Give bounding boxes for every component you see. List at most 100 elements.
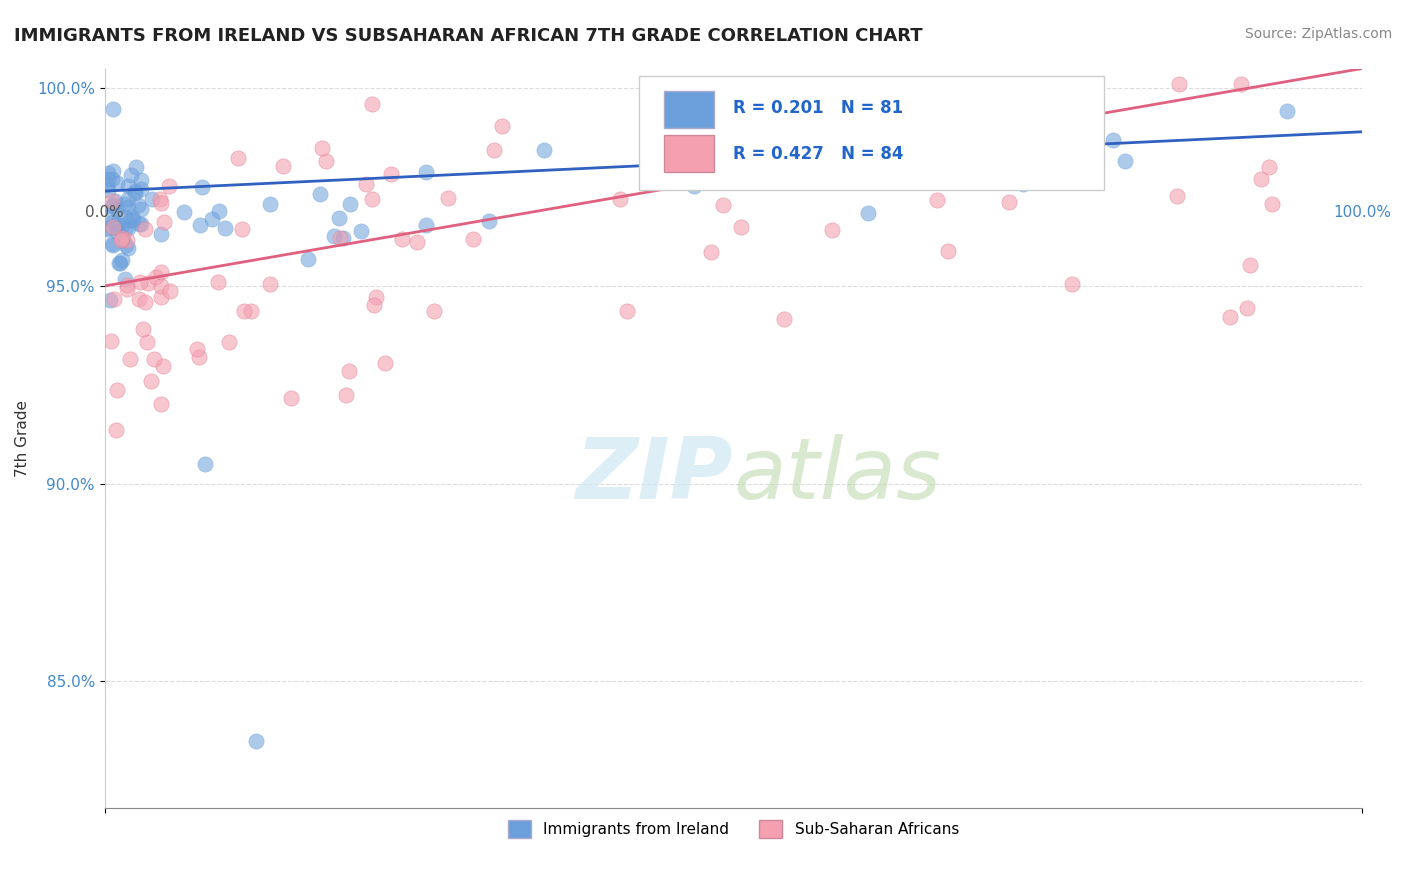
Immigrants from Ireland <box>105 221 128 235</box>
Immigrants from Ireland <box>350 224 373 238</box>
Sub-Saharan Africans <box>149 279 172 293</box>
Sub-Saharan Africans <box>616 303 638 318</box>
Immigrants from Ireland <box>339 197 361 211</box>
Sub-Saharan Africans <box>711 197 734 211</box>
Sub-Saharan Africans <box>129 275 152 289</box>
Immigrants from Ireland <box>101 238 124 252</box>
Immigrants from Ireland <box>117 179 139 194</box>
Sub-Saharan Africans <box>139 374 162 388</box>
Immigrants from Ireland <box>105 202 128 216</box>
Sub-Saharan Africans <box>145 269 167 284</box>
Sub-Saharan Africans <box>132 322 155 336</box>
Immigrants from Ireland <box>297 252 319 266</box>
Sub-Saharan Africans <box>463 232 485 246</box>
Immigrants from Ireland <box>114 210 136 224</box>
Immigrants from Ireland <box>150 227 173 241</box>
Y-axis label: 7th Grade: 7th Grade <box>15 400 30 476</box>
Sub-Saharan Africans <box>159 284 181 298</box>
Sub-Saharan Africans <box>925 193 948 207</box>
Sub-Saharan Africans <box>1236 301 1258 316</box>
Sub-Saharan Africans <box>406 235 429 249</box>
Sub-Saharan Africans <box>786 153 808 168</box>
Immigrants from Ireland <box>127 198 149 212</box>
Sub-Saharan Africans <box>361 96 384 111</box>
Immigrants from Ireland <box>112 197 135 211</box>
Sub-Saharan Africans <box>1258 160 1281 174</box>
Immigrants from Ireland <box>117 192 139 206</box>
Sub-Saharan Africans <box>143 352 166 367</box>
FancyBboxPatch shape <box>640 76 1104 191</box>
Immigrants from Ireland <box>191 180 214 194</box>
Sub-Saharan Africans <box>110 233 132 247</box>
Sub-Saharan Africans <box>1219 310 1241 325</box>
Sub-Saharan Africans <box>1039 97 1062 112</box>
Immigrants from Ireland <box>124 186 146 201</box>
Sub-Saharan Africans <box>998 194 1021 209</box>
Sub-Saharan Africans <box>936 244 959 259</box>
Sub-Saharan Africans <box>128 292 150 306</box>
Sub-Saharan Africans <box>363 298 385 312</box>
Immigrants from Ireland <box>108 256 131 270</box>
Immigrants from Ireland <box>120 213 142 227</box>
Sub-Saharan Africans <box>100 334 122 349</box>
Immigrants from Ireland <box>100 171 122 186</box>
Immigrants from Ireland <box>120 168 142 182</box>
Immigrants from Ireland <box>173 205 195 219</box>
Sub-Saharan Africans <box>157 178 180 193</box>
Text: atlas: atlas <box>734 434 942 516</box>
Immigrants from Ireland <box>128 217 150 231</box>
Text: IMMIGRANTS FROM IRELAND VS SUBSAHARAN AFRICAN 7TH GRADE CORRELATION CHART: IMMIGRANTS FROM IRELAND VS SUBSAHARAN AF… <box>14 27 922 45</box>
Immigrants from Ireland <box>111 218 134 232</box>
Immigrants from Ireland <box>322 228 344 243</box>
Immigrants from Ireland <box>129 172 152 186</box>
Sub-Saharan Africans <box>491 119 513 133</box>
Immigrants from Ireland <box>97 166 120 180</box>
Sub-Saharan Africans <box>423 304 446 318</box>
Immigrants from Ireland <box>105 217 128 231</box>
Sub-Saharan Africans <box>100 194 122 208</box>
Immigrants from Ireland <box>683 178 706 193</box>
Sub-Saharan Africans <box>1239 258 1261 272</box>
Sub-Saharan Africans <box>118 351 141 366</box>
Sub-Saharan Africans <box>1062 277 1084 292</box>
Text: ZIP: ZIP <box>575 434 734 516</box>
Sub-Saharan Africans <box>101 220 124 235</box>
Sub-Saharan Africans <box>1250 172 1272 186</box>
Bar <box>664 91 714 128</box>
Immigrants from Ireland <box>1101 133 1123 147</box>
Sub-Saharan Africans <box>1166 188 1188 202</box>
Sub-Saharan Africans <box>231 222 253 236</box>
Sub-Saharan Africans <box>1229 78 1251 92</box>
Sub-Saharan Africans <box>329 231 352 245</box>
Sub-Saharan Africans <box>150 265 173 279</box>
Immigrants from Ireland <box>117 221 139 235</box>
Text: Source: ZipAtlas.com: Source: ZipAtlas.com <box>1244 27 1392 41</box>
Immigrants from Ireland <box>114 221 136 235</box>
Sub-Saharan Africans <box>150 196 173 211</box>
Immigrants from Ireland <box>100 208 122 222</box>
Sub-Saharan Africans <box>138 276 160 290</box>
Immigrants from Ireland <box>97 183 120 197</box>
Sub-Saharan Africans <box>374 355 396 369</box>
Sub-Saharan Africans <box>1261 196 1284 211</box>
Immigrants from Ireland <box>117 241 139 255</box>
Text: R = 0.427   N = 84: R = 0.427 N = 84 <box>734 145 904 162</box>
Immigrants from Ireland <box>96 221 118 235</box>
Sub-Saharan Africans <box>117 282 139 296</box>
Sub-Saharan Africans <box>337 363 360 377</box>
Sub-Saharan Africans <box>280 391 302 405</box>
Immigrants from Ireland <box>194 457 217 471</box>
Sub-Saharan Africans <box>239 304 262 318</box>
Immigrants from Ireland <box>105 226 128 240</box>
Immigrants from Ireland <box>121 211 143 225</box>
Immigrants from Ireland <box>1114 154 1136 169</box>
Immigrants from Ireland <box>104 194 127 209</box>
Immigrants from Ireland <box>125 161 148 175</box>
Sub-Saharan Africans <box>437 191 460 205</box>
Immigrants from Ireland <box>111 233 134 247</box>
Sub-Saharan Africans <box>207 275 229 289</box>
Sub-Saharan Africans <box>1168 78 1191 92</box>
Immigrants from Ireland <box>308 187 330 202</box>
Sub-Saharan Africans <box>271 159 294 173</box>
Immigrants from Ireland <box>98 220 121 235</box>
